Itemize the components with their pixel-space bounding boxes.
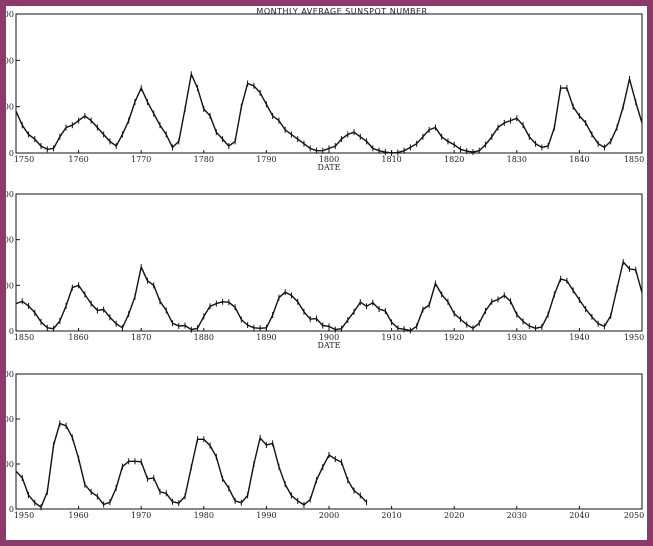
x-tick-label: 1880 [194,333,214,342]
panel-3-frame [15,373,643,510]
x-axis-label: DATE [318,163,341,172]
x-tick-label: 1850 [624,155,644,164]
x-tick-label: 1840 [569,155,589,164]
x-tick-label: 1850 [14,333,34,342]
x-tick-label: 1970 [131,511,151,520]
x-tick-label: 1950 [624,333,644,342]
x-tick-label: 1960 [68,511,88,520]
x-tick-label: 1750 [14,155,34,164]
x-tick-label: 1770 [131,155,151,164]
panel-1-frame [15,13,643,154]
y-tick-label: 300 [6,370,14,379]
y-tick-label: 200 [6,415,14,424]
x-tick-label: 2020 [444,511,464,520]
x-tick-label: 1830 [507,155,527,164]
x-tick-label: 1790 [256,155,276,164]
x-tick-label: 1910 [381,333,401,342]
x-tick-label: 1760 [68,155,88,164]
y-tick-label: 0 [9,327,14,336]
y-tick-label: 200 [6,236,14,245]
x-axis-label: DATE [318,341,341,350]
y-tick-label: 300 [6,10,14,19]
chart-frame: MONTHLY AVERAGE SUNSPOT NUMBER 0 100 200 30… [6,6,647,540]
panel-2-frame [15,193,643,332]
x-tick-label: 2040 [569,511,589,520]
x-tick-label: 1810 [381,155,401,164]
x-tick-label: 1980 [194,511,214,520]
x-tick-label: 1890 [256,333,276,342]
x-tick-label: 2000 [319,511,339,520]
y-tick-label: 200 [6,56,14,65]
x-tick-label: 1900 [319,333,339,342]
x-tick-label: 1950 [14,511,34,520]
y-tick-label: 0 [9,505,14,514]
chart-title: MONTHLY AVERAGE SUNSPOT NUMBER [256,7,427,16]
x-tick-label: 1800 [319,155,339,164]
y-tick-label: 100 [6,103,14,112]
x-tick-label: 1990 [256,511,276,520]
x-tick-label: 1820 [444,155,464,164]
x-tick-label: 2010 [381,511,401,520]
x-tick-label: 1920 [444,333,464,342]
x-tick-label: 1930 [507,333,527,342]
x-tick-label: 1780 [194,155,214,164]
x-tick-label: 1860 [68,333,88,342]
y-tick-label: 100 [6,460,14,469]
y-tick-label: 300 [6,190,14,199]
x-tick-label: 1870 [131,333,151,342]
x-tick-label: 1940 [569,333,589,342]
chart-canvas: MONTHLY AVERAGE SUNSPOT NUMBER 0 100 200 30… [6,7,644,520]
y-tick-label: 100 [6,281,14,290]
y-tick-label: 0 [9,149,14,158]
x-tick-label: 2030 [507,511,527,520]
x-tick-label: 2050 [624,511,644,520]
